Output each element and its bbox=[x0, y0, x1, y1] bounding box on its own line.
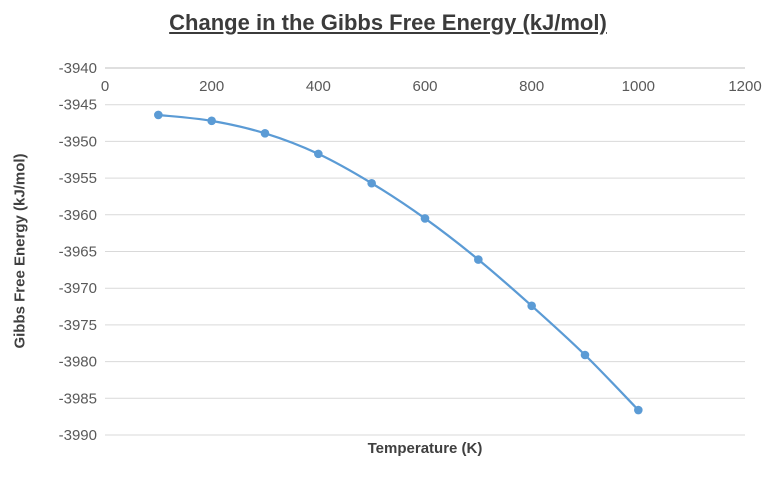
x-tick-label: 1000 bbox=[622, 78, 655, 95]
y-tick-label: -3975 bbox=[59, 317, 97, 334]
x-tick-label: 800 bbox=[519, 78, 544, 95]
y-axis-title: Gibbs Free Energy (kJ/mol) bbox=[11, 153, 29, 349]
x-tick-label: 0 bbox=[101, 78, 109, 95]
data-line bbox=[158, 113, 640, 411]
y-tick-label: -3970 bbox=[59, 280, 97, 297]
y-tick-label: -3940 bbox=[59, 60, 97, 77]
data-point-marker bbox=[207, 116, 216, 126]
data-point-marker bbox=[314, 149, 323, 159]
y-tick-label: -3980 bbox=[59, 354, 97, 371]
x-tick-label: 1200 bbox=[728, 78, 761, 95]
data-point-marker bbox=[420, 214, 430, 223]
data-point-marker bbox=[474, 255, 483, 264]
y-tick-label: -3950 bbox=[59, 133, 97, 150]
data-point-marker bbox=[634, 405, 643, 415]
data-point-marker bbox=[580, 350, 590, 360]
x-tick-label: 400 bbox=[306, 78, 331, 95]
data-point-marker bbox=[260, 129, 270, 138]
x-axis-title: Temperature (K) bbox=[367, 440, 483, 457]
x-tick-label: 200 bbox=[199, 78, 224, 95]
y-tick-label: -3990 bbox=[59, 427, 97, 444]
y-tick-label: -3985 bbox=[59, 390, 97, 407]
y-tick-label: -3960 bbox=[59, 207, 97, 224]
chart-title: Change in the Gibbs Free Energy (kJ/mol) bbox=[169, 10, 607, 35]
data-point-marker bbox=[527, 301, 536, 311]
x-tick-label: 600 bbox=[412, 78, 437, 95]
data-point-marker bbox=[367, 178, 376, 188]
data-point-marker bbox=[154, 110, 163, 120]
y-tick-label: -3965 bbox=[59, 244, 97, 261]
y-tick-label: -3945 bbox=[59, 97, 97, 114]
y-tick-label: -3955 bbox=[59, 170, 97, 187]
